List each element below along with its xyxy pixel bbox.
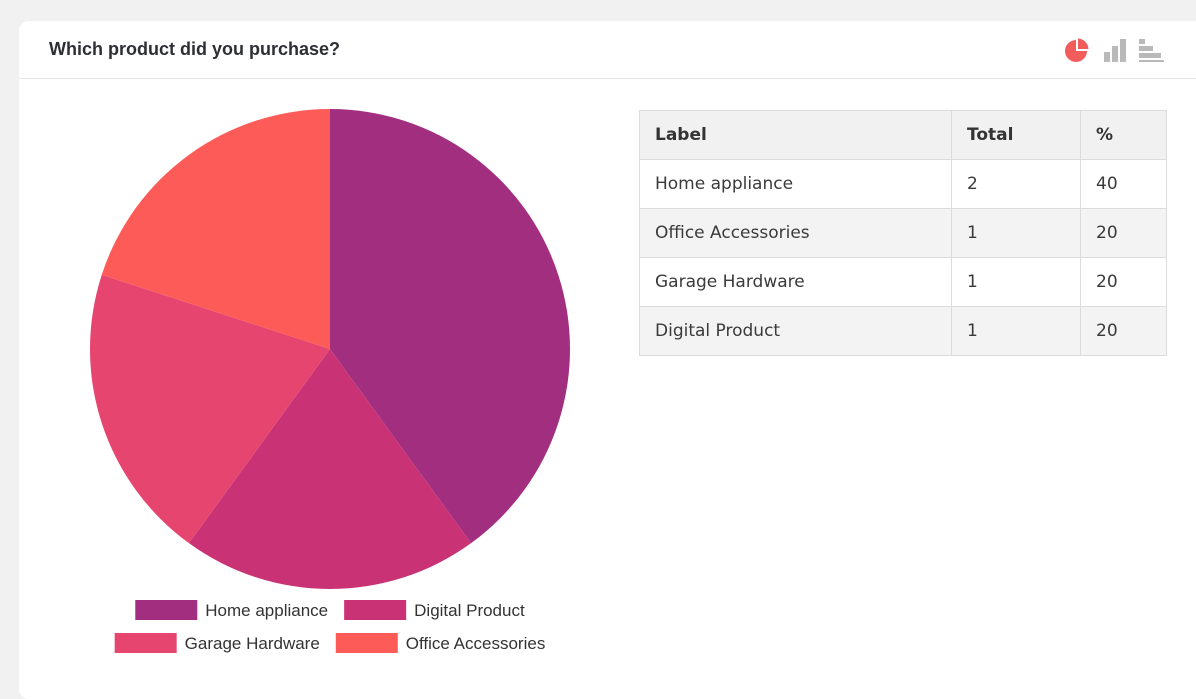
pie-slice-digital-product[interactable]	[188, 349, 472, 590]
row-total: 1	[951, 208, 1081, 258]
question-title: Which product did you purchase?	[49, 39, 341, 59]
row-total: 2	[951, 159, 1081, 209]
legend-label[interactable]: Digital Product	[414, 601, 525, 620]
row-total: 1	[951, 306, 1081, 356]
pie-chart-toggle[interactable]	[1065, 21, 1097, 78]
legend-swatch[interactable]	[114, 633, 177, 653]
table-row: Home appliance 2 40	[639, 159, 1167, 209]
row-label: Garage Hardware	[639, 257, 952, 307]
row-percent: 40	[1080, 159, 1167, 209]
row-percent: 20	[1080, 257, 1167, 307]
legend-swatch[interactable]	[344, 600, 407, 620]
row-total: 1	[951, 257, 1081, 307]
horizontal-bar-chart-icon	[1139, 39, 1164, 62]
legend-swatch[interactable]	[335, 633, 398, 653]
results-table: Label Total % Home appliance 2 40 Office…	[639, 110, 1167, 356]
header-total: Total	[951, 110, 1081, 160]
legend-swatch[interactable]	[135, 600, 198, 620]
survey-result-card: Which product did you purchase? Home a	[19, 21, 1196, 699]
bar-chart-toggle[interactable]	[1100, 21, 1132, 78]
header-percent: %	[1080, 110, 1167, 160]
header-label: Label	[639, 110, 952, 160]
pie-slice-office-accessories[interactable]	[101, 109, 331, 349]
row-label: Home appliance	[639, 159, 952, 209]
row-label: Office Accessories	[639, 208, 952, 258]
horizontal-bar-chart-toggle[interactable]	[1134, 21, 1170, 78]
pie-chart: Home appliance Digital Product Garage Hard…	[90, 109, 570, 653]
row-percent: 20	[1080, 306, 1167, 356]
row-label: Digital Product	[639, 306, 952, 356]
table-row: Digital Product 1 20	[639, 306, 1167, 356]
table-header-row: Label Total %	[639, 110, 1167, 160]
legend-label[interactable]: Garage Hardware	[185, 634, 320, 653]
pie-chart-icon	[1065, 38, 1089, 62]
legend-label[interactable]: Office Accessories	[406, 634, 546, 653]
table-row: Garage Hardware 1 20	[639, 257, 1167, 307]
card-header: Which product did you purchase?	[19, 21, 1196, 79]
pie-slice-garage-hardware[interactable]	[90, 274, 331, 544]
table-row: Office Accessories 1 20	[639, 208, 1167, 258]
row-percent: 20	[1080, 208, 1167, 258]
pie-slice-home-appliance[interactable]	[330, 109, 570, 544]
bar-chart-icon	[1104, 39, 1126, 62]
legend-label[interactable]: Home appliance	[205, 601, 328, 620]
